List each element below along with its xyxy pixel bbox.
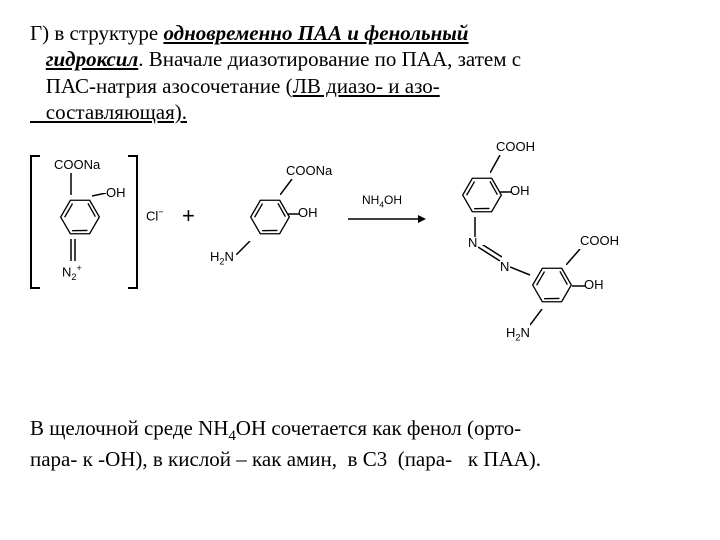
bond-coona-2: [280, 179, 294, 195]
molecule-3-top: [460, 173, 504, 220]
benzene-ring-3: [452, 165, 512, 225]
reaction-diagram: COONa OH N2+ Cl− + COONa OH H2N NH4OH: [30, 145, 710, 385]
coona-2: COONa: [286, 163, 332, 178]
indent: [30, 47, 46, 71]
bond-cooh-3: [490, 155, 504, 173]
bracket-right: [128, 155, 138, 289]
molecule-1: [58, 195, 102, 242]
bond-h2n-2: [236, 241, 252, 255]
molecule-3-bottom: [530, 263, 574, 310]
cl-minus: Cl−: [146, 207, 164, 223]
bond-oh-1: [92, 193, 108, 199]
bond-n2-1: [68, 239, 78, 263]
cooh-4: COOH: [580, 233, 619, 248]
bond-h2n-4: [530, 309, 544, 327]
oh-1: OH: [106, 185, 126, 200]
oh-2: OH: [298, 205, 318, 220]
n-bottom: N: [500, 259, 509, 274]
bold-part-2: гидроксил: [46, 47, 138, 71]
bond-n-ring: [510, 265, 532, 277]
n-top: N: [468, 235, 477, 250]
oh-3: OH: [510, 183, 530, 198]
plus-sign: +: [182, 203, 195, 229]
bond-oh-3: [500, 189, 512, 195]
top-paragraph: Г) в структуре одновременно ПАА и феноль…: [30, 20, 690, 125]
bond-cooh-4: [566, 249, 582, 265]
bond-n-n: [478, 245, 502, 265]
bond-oh-2: [288, 211, 300, 217]
bond-n-top: [472, 217, 478, 237]
benzene-ring-2: [240, 187, 300, 247]
bond-1: [68, 173, 74, 195]
reaction-arrow: [348, 211, 426, 227]
bottom-paragraph: В щелочной среде NH4OH сочетается как фе…: [30, 415, 690, 472]
oh-4: OH: [584, 277, 604, 292]
molecule-2: [248, 195, 292, 242]
h2n-4: H2N: [506, 325, 530, 343]
bond-oh-4: [572, 283, 586, 289]
bracket-left: [30, 155, 40, 289]
coona-1: COONa: [54, 157, 100, 172]
cooh-3: COOH: [496, 139, 535, 154]
prefix: Г) в структуре: [30, 21, 163, 45]
h2n-2: H2N: [210, 249, 234, 267]
nh4oh-label: NH4OH: [362, 193, 402, 209]
bold-part-1: одновременно ПАА и фенольный: [163, 21, 468, 45]
n2-plus: N2+: [62, 263, 82, 282]
